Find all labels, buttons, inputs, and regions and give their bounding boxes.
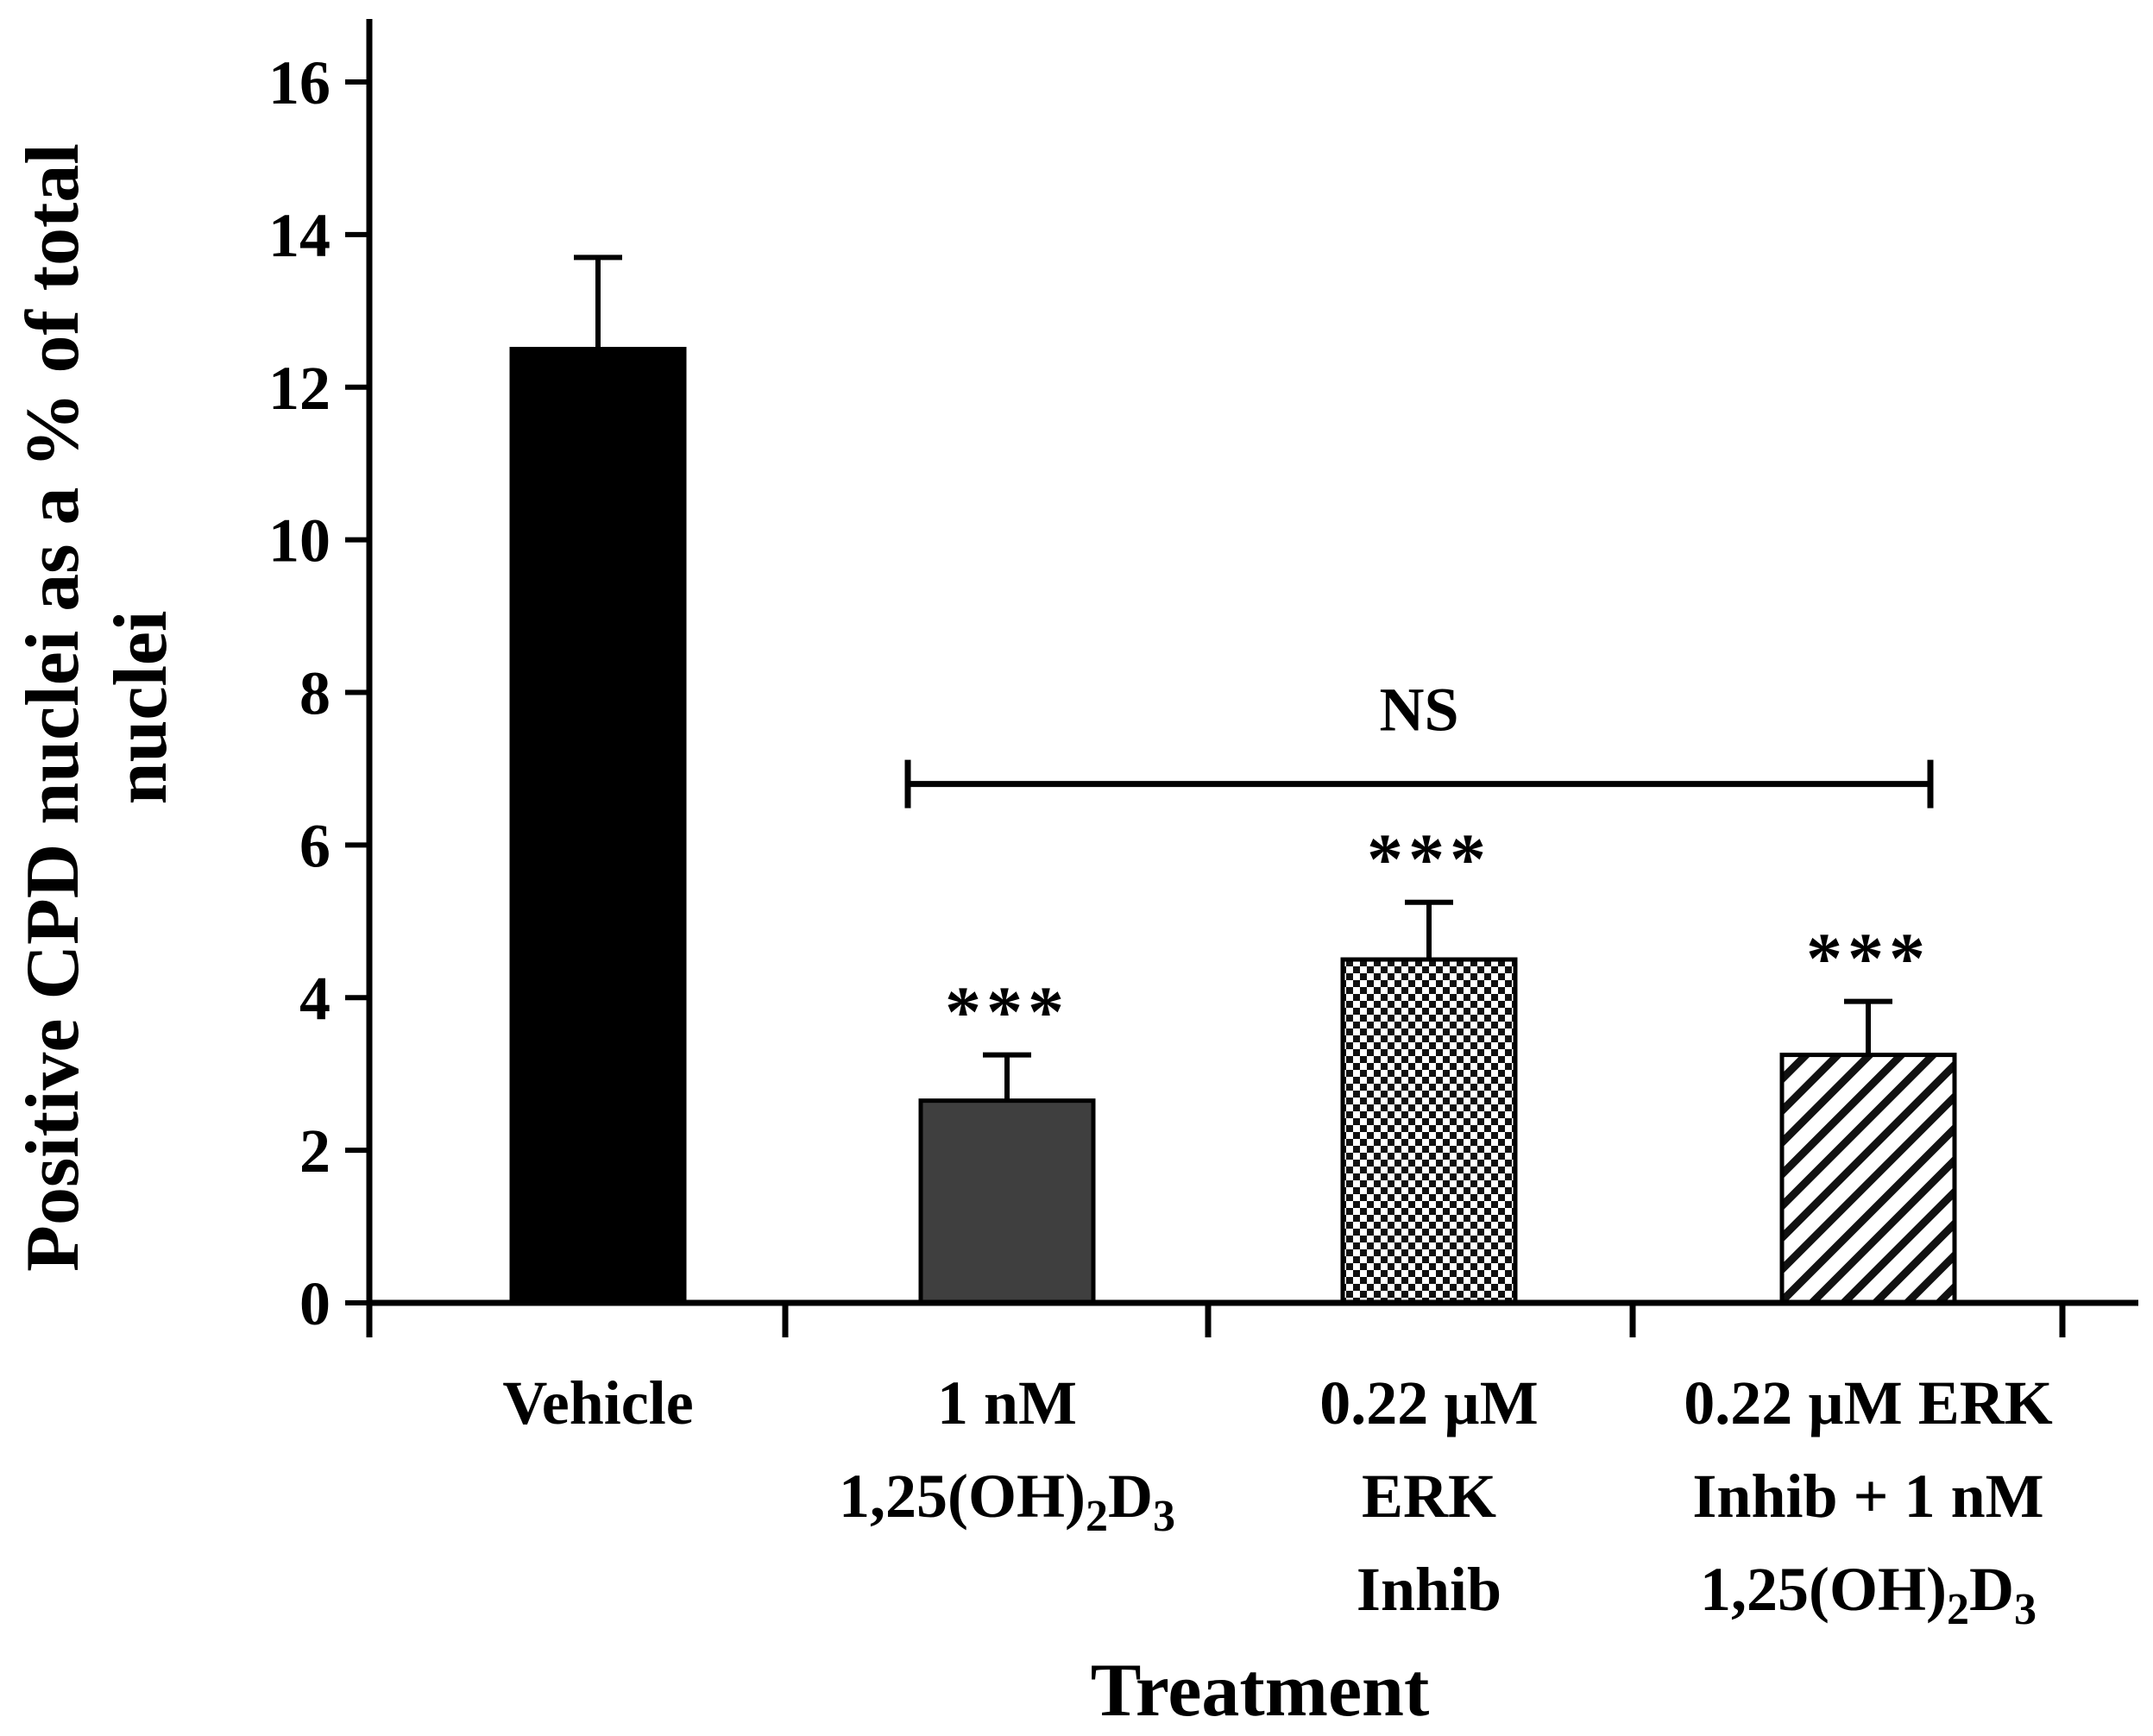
bar-1 [509, 347, 687, 1305]
y-axis-title-line-1: Positive CPD nuclei as a % of total [11, 143, 95, 1272]
y-tick-label-16: 16 [268, 48, 331, 117]
y-tick-label-4: 4 [299, 964, 331, 1033]
category-label-2-line-1: 1 nM [937, 1368, 1077, 1437]
significance-marker-3: *** [1367, 820, 1491, 900]
y-tick-label-14: 14 [268, 201, 331, 270]
significance-marker-4: *** [1806, 919, 1930, 999]
category-label-2-line-2: 1,25(OH)2D3 [839, 1462, 1175, 1541]
significance-marker-2: *** [945, 972, 1069, 1053]
bar-4 [1779, 1053, 1957, 1305]
category-label-4-line-3: 1,25(OH)2D3 [1700, 1555, 2037, 1634]
category-label-4-line-1: 0.22 µM ERK [1684, 1368, 2052, 1437]
y-tick-label-6: 6 [299, 811, 331, 880]
category-label-1-line-1: Vehicle [502, 1368, 693, 1437]
category-label-3-line-2: ERK [1362, 1462, 1496, 1531]
bar-2 [918, 1098, 1096, 1305]
category-label-3-line-3: Inhib [1357, 1555, 1501, 1624]
x-axis-title: Treatment [1091, 1649, 1430, 1733]
plot-area: *** *** *** 0 2 4 6 8 10 12 14 16 Vehicle 1 nM 1,25(OH… [268, 19, 2138, 1634]
y-tick-label-0: 0 [299, 1269, 331, 1338]
y-tick-label-8: 8 [299, 659, 331, 728]
y-axis-title-line-2: nuclei [99, 611, 183, 805]
y-tick-label-10: 10 [268, 506, 331, 576]
y-tick-label-2: 2 [299, 1116, 331, 1186]
bar-3 [1340, 957, 1518, 1305]
category-label-4-line-2: Inhib + 1 nM [1692, 1462, 2043, 1531]
y-tick-label-12: 12 [268, 354, 331, 423]
ns-label: NS [1379, 676, 1458, 745]
category-label-3-line-1: 0.22 µM [1319, 1368, 1538, 1437]
